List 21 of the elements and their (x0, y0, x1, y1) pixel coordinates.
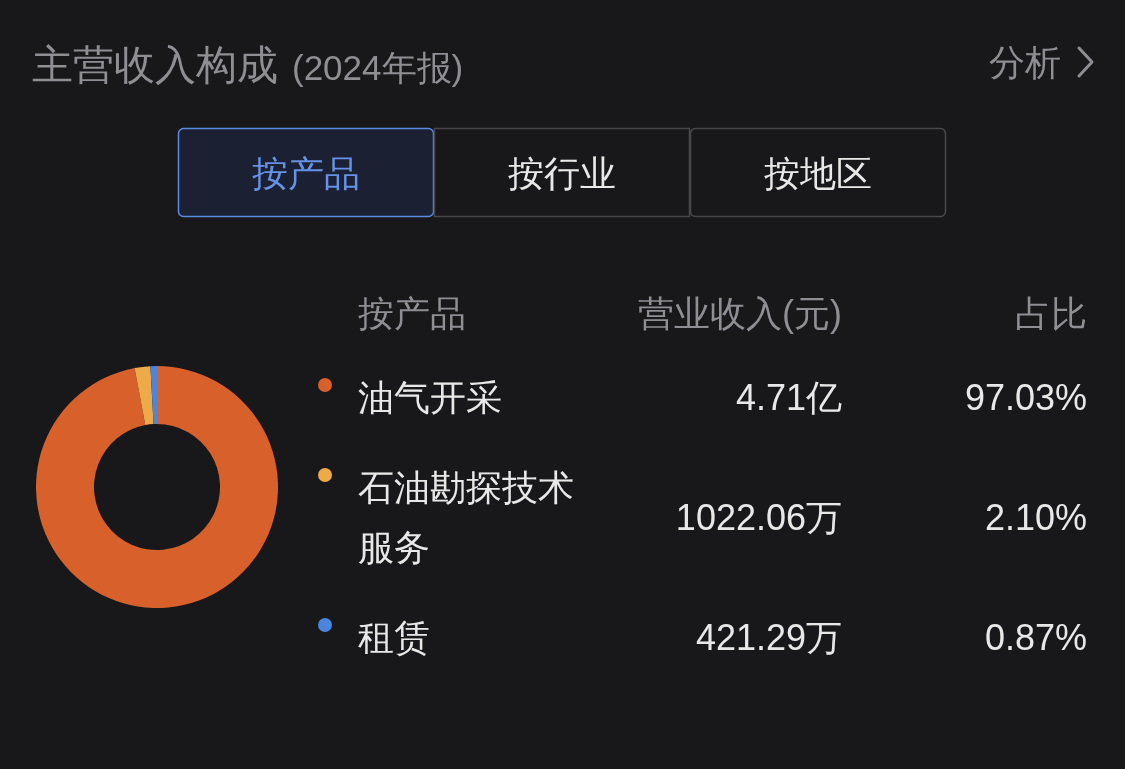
chart-subtitle: (2024年报) (292, 47, 464, 87)
donut-slice (36, 366, 278, 608)
data-label: 0.87% (984, 616, 1087, 658)
legend-label: 油气开采 (358, 376, 502, 418)
text: 4.71亿 (735, 376, 842, 418)
donut-slice (150, 366, 157, 425)
text: 分析 (989, 41, 1061, 83)
text: 占比 (1015, 292, 1087, 334)
data-label: 2.10% (984, 496, 1087, 538)
text: 营业收入(元) (638, 292, 842, 334)
tab-button[interactable]: 按地区 (689, 127, 947, 218)
chart-title: 主营收入构成 (32, 42, 278, 88)
tab-button[interactable]: 按产品 (177, 127, 435, 218)
tab-button[interactable]: 按行业 (433, 127, 691, 218)
text: 421.29万 (695, 616, 842, 658)
donut-slice (134, 366, 154, 426)
data-label: 97.03% (964, 376, 1087, 418)
legend-label: 租赁 (358, 616, 430, 658)
text: 1022.06万 (675, 496, 842, 538)
legend-label: 石油勘探技术服务 (358, 466, 574, 568)
legend-title: 按产品 (358, 292, 466, 334)
